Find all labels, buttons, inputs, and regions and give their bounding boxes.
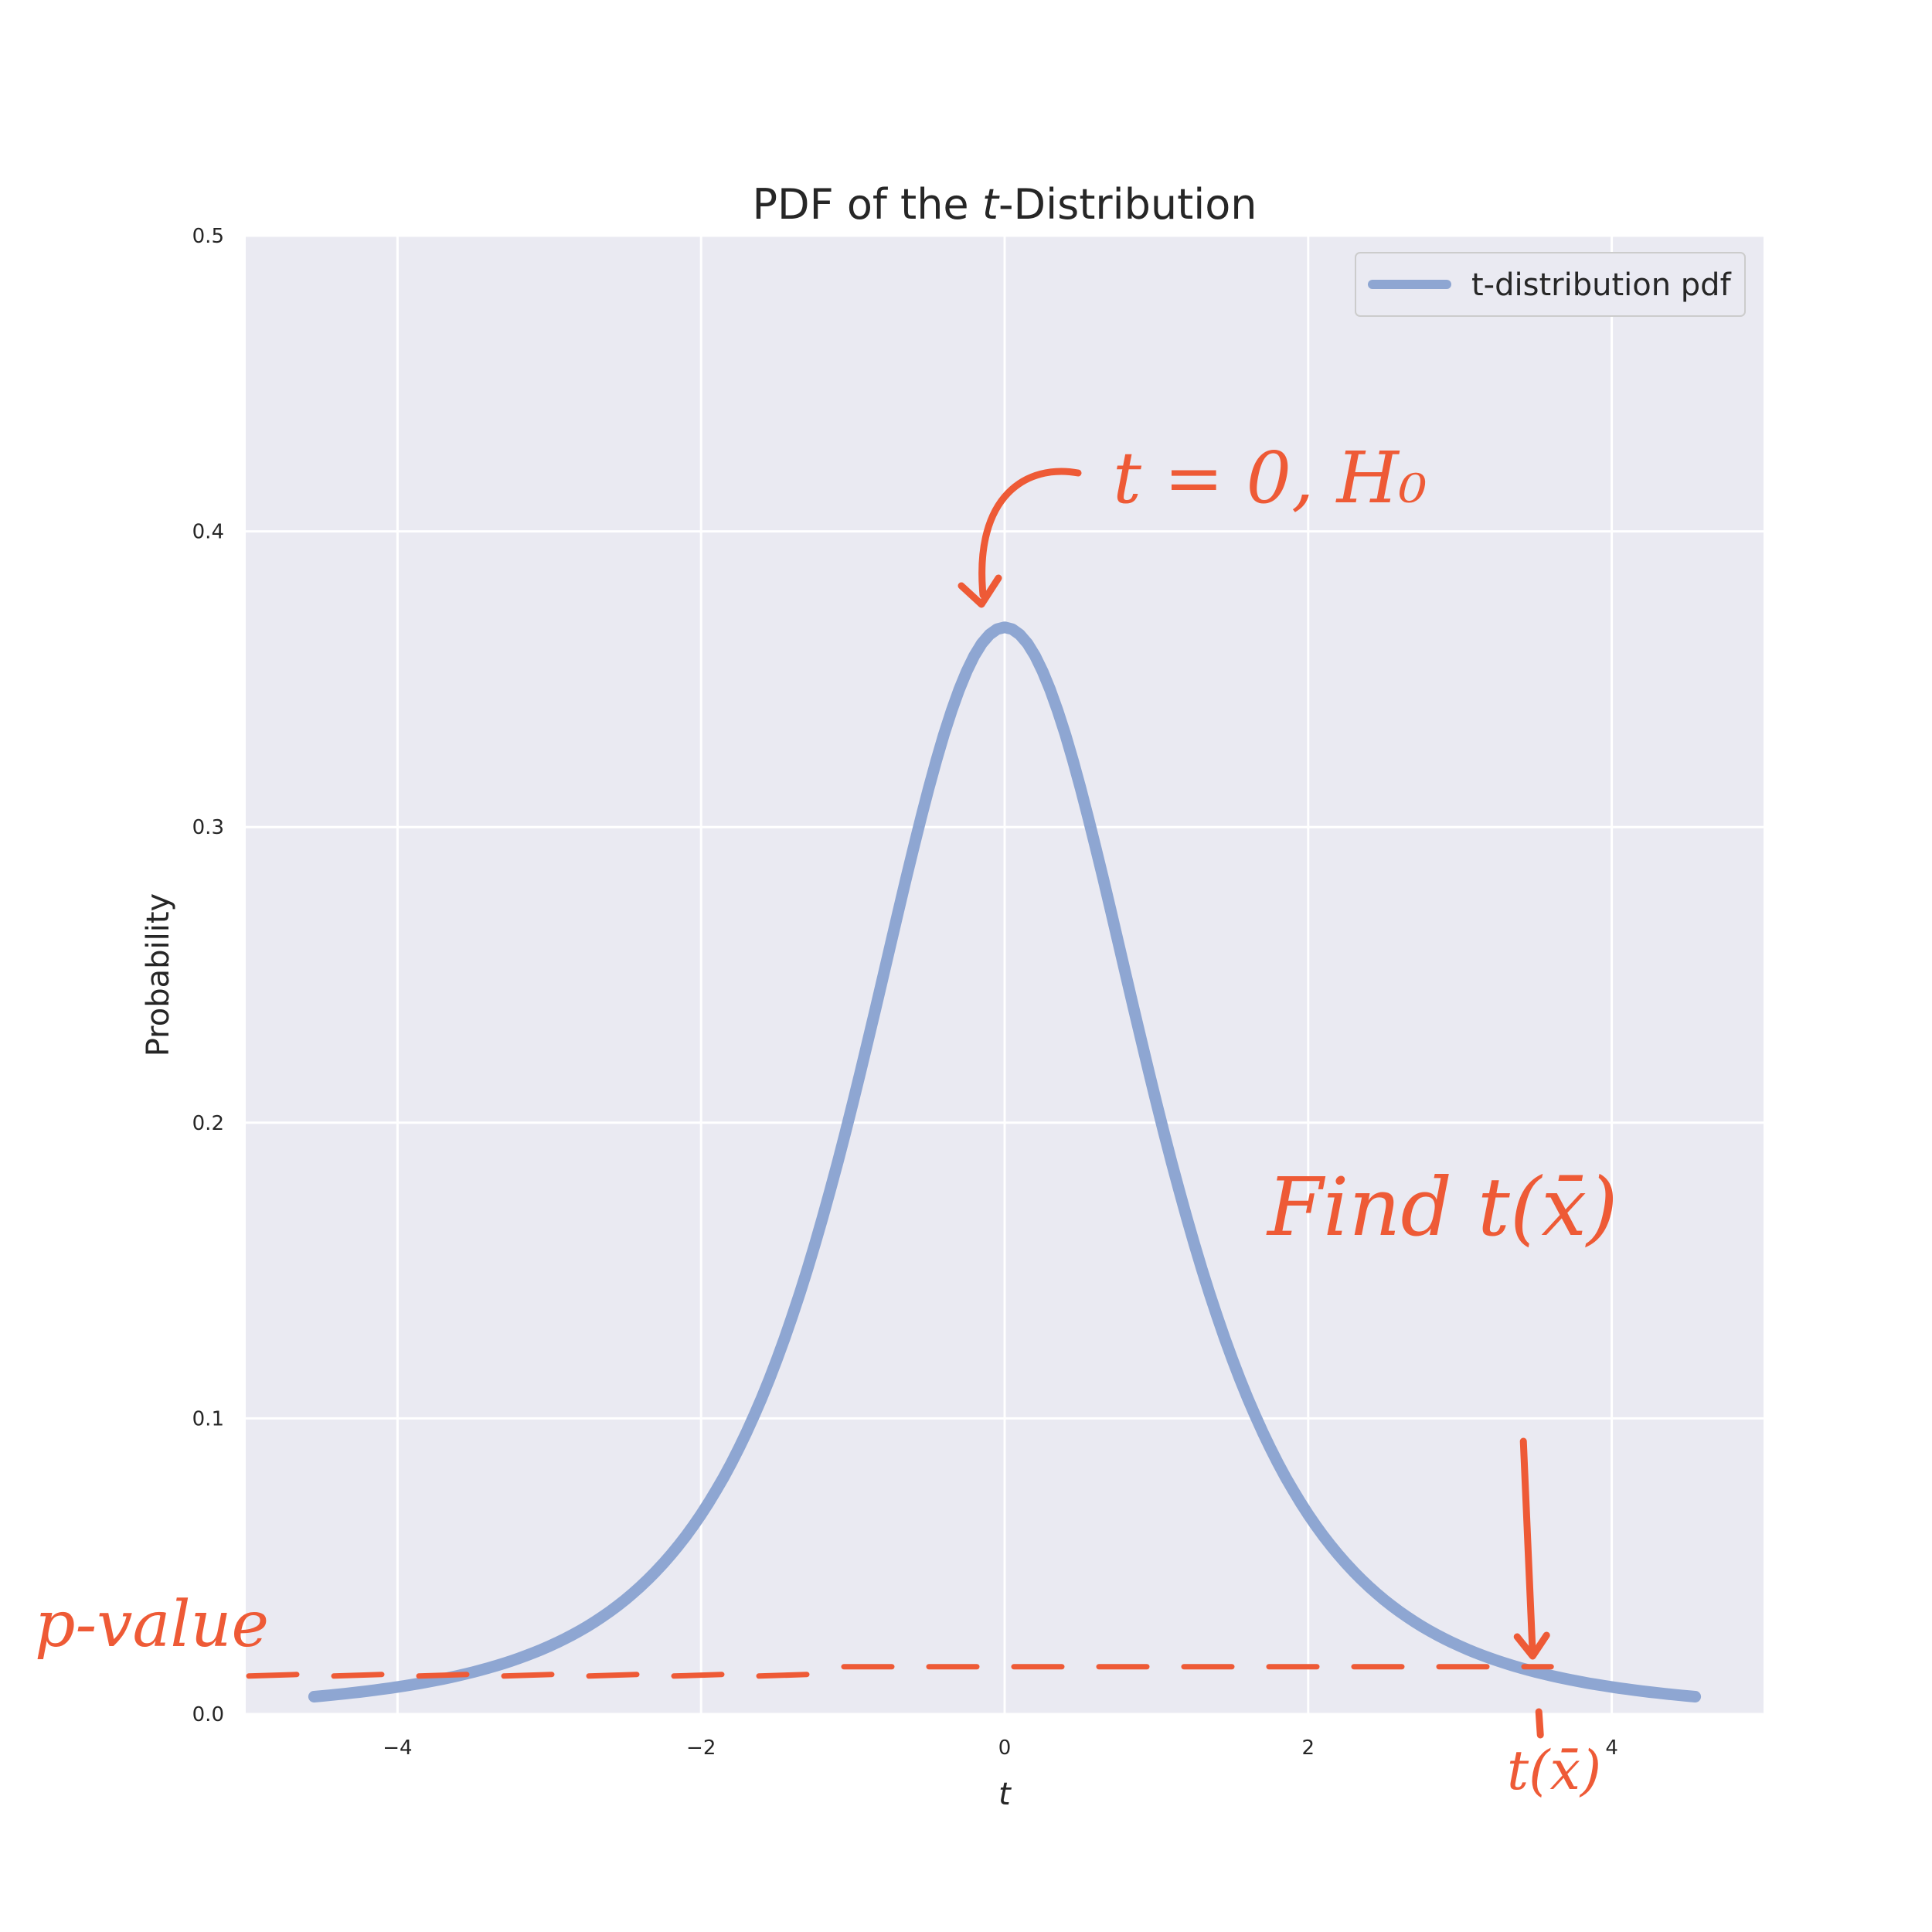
x-tick-label: 4 — [1605, 1736, 1618, 1760]
pvalue-dash — [756, 1672, 810, 1679]
marker-tick — [1535, 1708, 1544, 1739]
peak-annotation: t = 0, H₀ — [1113, 437, 1427, 519]
pvalue-dash — [671, 1672, 725, 1679]
y-tick-label: 0.1 — [192, 1407, 224, 1430]
x-tick-label: −4 — [383, 1736, 412, 1760]
peak-arrow — [978, 468, 1082, 599]
y-tick-label: 0.4 — [192, 521, 224, 544]
series-line — [308, 621, 1702, 1702]
legend: t-distribution pdf — [1355, 252, 1746, 317]
x-tick-label: −2 — [686, 1736, 716, 1760]
tick-labels: −4 −2 0 2 4 0.0 0.1 0.2 0.3 0.4 0.5 — [192, 225, 1618, 1760]
marker-arrow — [1519, 1437, 1536, 1658]
grid — [246, 234, 1764, 1716]
chart-title: PDF of the t-Distribution — [752, 180, 1257, 229]
y-tick-label: 0.3 — [192, 816, 224, 839]
y-tick-label: 0.5 — [192, 225, 224, 248]
y-tick-label: 0.0 — [192, 1703, 224, 1726]
y-tick-label: 0.2 — [192, 1112, 224, 1135]
legend-label: t-distribution pdf — [1471, 267, 1732, 303]
y-axis-label: Probability — [141, 893, 176, 1056]
pvalue-annotation: p-value — [35, 1588, 269, 1662]
x-tick-label: 2 — [1302, 1736, 1315, 1760]
series-layer — [308, 621, 1702, 1702]
pvalue-dash — [331, 1672, 385, 1679]
peak-arrow-head — [957, 574, 1002, 608]
pvalue-dash — [501, 1672, 555, 1679]
x-tick-label: 0 — [998, 1736, 1012, 1760]
find-annotation: Find t(x̄) — [1266, 1160, 1618, 1254]
handwritten-annotations: t = 0, H₀ Find t(x̄) p-value t(x̄) — [35, 437, 1618, 1802]
pvalue-dash — [416, 1672, 470, 1679]
tx-annotation: t(x̄) — [1507, 1739, 1601, 1802]
marker-arrow-head — [1513, 1631, 1550, 1660]
pvalue-dash — [586, 1672, 640, 1679]
pvalue-dash — [246, 1672, 300, 1679]
legend-box — [1355, 252, 1746, 317]
x-axis-label: t — [998, 1777, 1012, 1812]
